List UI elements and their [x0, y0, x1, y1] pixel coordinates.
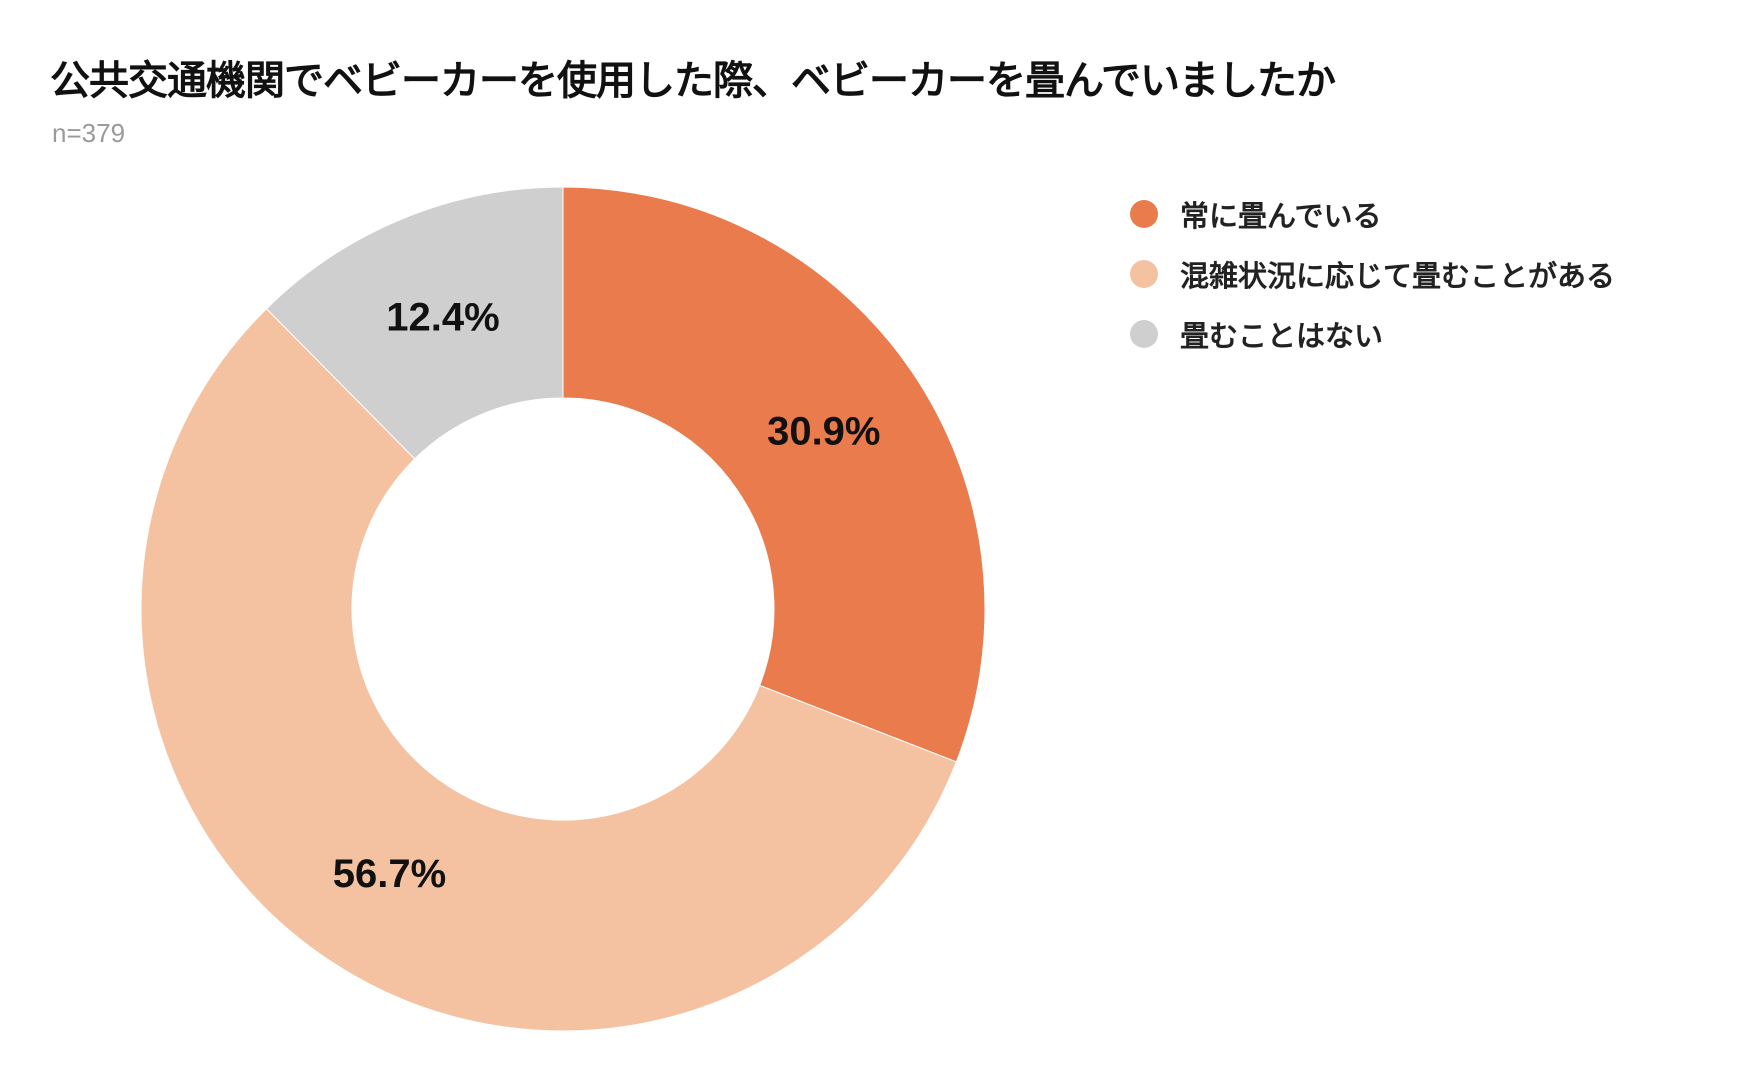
donut-slice	[140, 308, 957, 1032]
legend-swatch-icon	[1130, 260, 1158, 288]
legend: 常に畳んでいる 混雑状況に応じて畳むことがある 畳むことはない	[1130, 184, 1615, 364]
legend-item: 畳むことはない	[1130, 304, 1615, 364]
data-label: 30.9%	[767, 410, 880, 454]
legend-swatch-icon	[1130, 200, 1158, 228]
legend-label: 混雑状況に応じて畳むことがある	[1180, 259, 1616, 293]
legend-label: 常に畳んでいる	[1180, 199, 1382, 233]
legend-item: 常に畳んでいる	[1130, 184, 1615, 244]
chart-title: 公共交通機関でベビーカーを使用した際、ベビーカーを畳んでいましたか	[50, 58, 1336, 104]
data-label: 12.4%	[386, 296, 499, 340]
donut-slice	[265, 186, 564, 460]
donut-slice	[562, 186, 986, 763]
data-label: 56.7%	[333, 852, 446, 896]
chart-subtitle: n=379	[52, 118, 126, 148]
legend-item: 混雑状況に応じて畳むことがある	[1130, 244, 1615, 304]
legend-swatch-icon	[1130, 320, 1158, 348]
legend-label: 畳むことはない	[1180, 319, 1384, 353]
